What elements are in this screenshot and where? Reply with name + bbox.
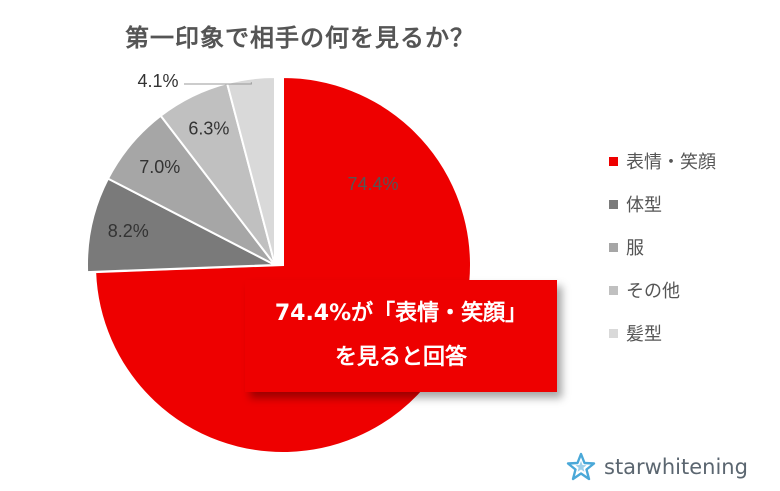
legend-swatch <box>609 328 618 338</box>
callout-line-2: を見ると回答 <box>334 345 467 370</box>
legend-label: その他 <box>626 281 680 302</box>
legend-swatch <box>609 199 618 209</box>
data-label: 8.2% <box>108 221 149 241</box>
chart-title: 第一印象で相手の何を見るか？ <box>125 24 475 52</box>
legend-swatch <box>609 242 618 252</box>
legend-item-other: その他 <box>609 279 716 302</box>
leader-line <box>184 82 252 85</box>
brand-logo: starwhitening <box>566 452 748 482</box>
callout-box: 74.4%が「表情・笑顔」 を見ると回答 <box>245 280 557 392</box>
legend-item-clothes: 服 <box>609 236 716 259</box>
data-label: 4.1% <box>137 71 178 91</box>
legend-label: 髪型 <box>626 324 662 345</box>
data-label: 7.0% <box>139 157 180 177</box>
callout-line-1: 74.4%が「表情・笑顔」 <box>274 301 528 326</box>
data-label: 6.3% <box>188 119 229 139</box>
data-label: 74.4% <box>347 174 398 194</box>
legend-item-body-shape: 体型 <box>609 193 716 216</box>
pie-slice <box>86 177 279 274</box>
legend-swatch <box>609 156 618 166</box>
star-logo-icon <box>566 452 596 481</box>
legend: 表情・笑顔 体型 服 その他 髪型 <box>609 150 716 365</box>
legend-label: 体型 <box>626 195 662 216</box>
legend-item-expression: 表情・笑顔 <box>609 150 716 173</box>
legend-swatch <box>609 285 618 295</box>
brand-name: starwhitening <box>604 455 748 479</box>
legend-item-hairstyle: 髪型 <box>609 322 716 345</box>
pie-slice <box>225 75 276 266</box>
legend-label: 表情・笑顔 <box>626 152 716 173</box>
legend-label: 服 <box>626 238 644 259</box>
